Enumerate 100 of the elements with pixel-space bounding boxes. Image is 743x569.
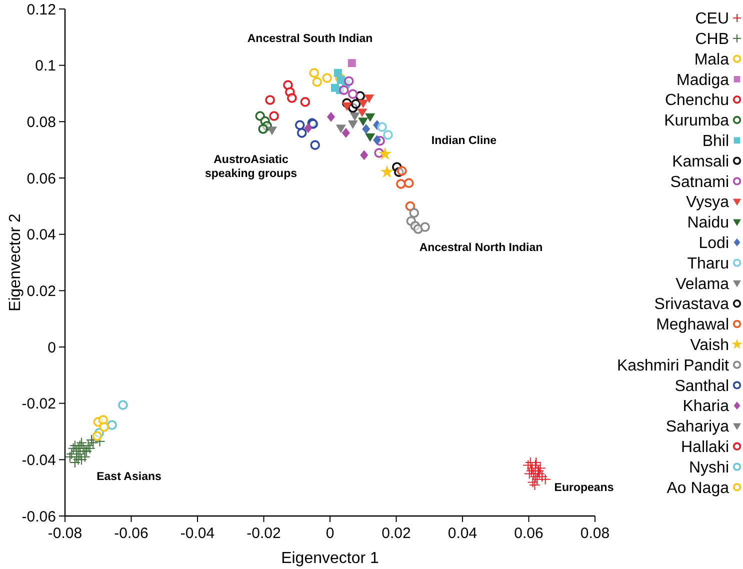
y-tick-label: 0.04: [26, 226, 56, 244]
y-tick-label: 0.08: [26, 114, 56, 131]
point: [360, 150, 368, 160]
point: [71, 446, 82, 457]
legend-label: CHB: [695, 31, 729, 48]
x-tick-label: 0.08: [580, 525, 610, 542]
annotation: Europeans: [554, 482, 614, 494]
point: [310, 140, 320, 150]
point: [358, 118, 368, 126]
point: [326, 112, 335, 122]
point: [304, 123, 312, 134]
y-tick-label: 0.06: [26, 170, 56, 188]
legend-label: Kurumba: [664, 112, 730, 130]
legend-label: Mala: [694, 51, 730, 68]
point: [269, 111, 279, 121]
point: [336, 86, 344, 94]
point: [348, 89, 358, 99]
point: [377, 122, 387, 132]
annotation: Ancestral South Indian: [247, 33, 373, 46]
legend-label: CEU: [695, 10, 729, 28]
annotation: Ancestral North Indian: [419, 242, 543, 254]
point: [99, 422, 109, 432]
legend-label: Madiga: [676, 72, 730, 89]
point: [322, 73, 332, 83]
legend-label: Tharu: [687, 255, 729, 272]
point: [348, 59, 356, 68]
point: [383, 130, 393, 140]
legend-label: Velama: [676, 276, 730, 293]
point: [364, 94, 374, 104]
point: [396, 166, 407, 176]
point: [88, 437, 99, 448]
point: [92, 431, 102, 441]
x-tick-label: -0.08: [48, 525, 82, 542]
x-tick-label: -0.02: [246, 525, 281, 542]
point: [404, 178, 414, 188]
y-tick-label: -0.04: [22, 452, 56, 469]
point: [365, 133, 376, 142]
point: [265, 95, 275, 105]
legend-label: Kamsali: [672, 153, 729, 170]
point: [342, 102, 352, 111]
point: [527, 476, 538, 488]
legend-label: Santhal: [674, 378, 729, 395]
legend-label: Kashmiri Pandit: [616, 357, 730, 374]
point: [365, 113, 376, 122]
x-tick-label: 0.04: [448, 525, 478, 542]
point: [300, 97, 310, 107]
point: [358, 100, 368, 108]
point: [396, 179, 406, 189]
point: [380, 165, 394, 178]
point: [296, 128, 307, 138]
point: [378, 147, 392, 160]
point: [339, 85, 349, 96]
point: [348, 120, 358, 129]
point: [350, 99, 361, 109]
legend-label: Naidu: [687, 214, 729, 232]
y-tick-label: -0.06: [22, 508, 56, 526]
point: [287, 93, 297, 103]
annotation: Indian Cline: [431, 135, 497, 148]
legend-label: Chenchu: [664, 92, 729, 110]
point: [373, 120, 382, 130]
legend-label: Vaish: [690, 337, 729, 354]
y-axis-title: Eigenvector 2: [7, 213, 24, 312]
point: [312, 77, 322, 87]
x-axis-title: Eigenvector 1: [281, 550, 380, 567]
legend-label: Lodi: [698, 235, 729, 252]
point: [405, 201, 416, 212]
y-tick-label: -0.02: [22, 396, 56, 413]
legend-label: Hallaki: [680, 439, 729, 456]
annotation: AustroAsiatic speaking groups: [204, 154, 298, 180]
point: [107, 420, 117, 430]
point: [267, 126, 278, 136]
y-tick-label: 0.02: [26, 282, 56, 300]
point: [409, 208, 420, 218]
point: [344, 76, 354, 86]
x-tick-label: -0.06: [114, 525, 148, 542]
point: [420, 222, 430, 232]
legend-label: Ao Naga: [666, 480, 730, 497]
legend-label: Satnami: [670, 174, 729, 191]
point: [342, 128, 350, 138]
legend-label: Vysya: [686, 194, 730, 212]
point: [373, 134, 382, 145]
point: [294, 120, 305, 130]
legend-label: Meghawal: [656, 316, 729, 334]
point: [118, 400, 128, 410]
legend-label: Nyshi: [688, 459, 729, 476]
point: [84, 442, 96, 454]
legend-label: Srivastava: [654, 296, 730, 314]
x-tick-label: 0: [326, 525, 334, 542]
point: [350, 112, 360, 122]
point: [362, 124, 370, 134]
x-tick-label: -0.04: [180, 525, 215, 542]
x-tick-label: 0.02: [382, 525, 411, 542]
y-tick-label: 0.12: [26, 1, 56, 18]
point: [336, 124, 346, 134]
legend-label: Sahariya: [666, 418, 730, 436]
x-tick-label: 0.06: [514, 525, 544, 542]
y-tick-label: 0.1: [35, 58, 56, 75]
y-tick-label: 0: [48, 339, 56, 356]
legend-label: Bhil: [702, 133, 729, 150]
point: [342, 80, 350, 88]
